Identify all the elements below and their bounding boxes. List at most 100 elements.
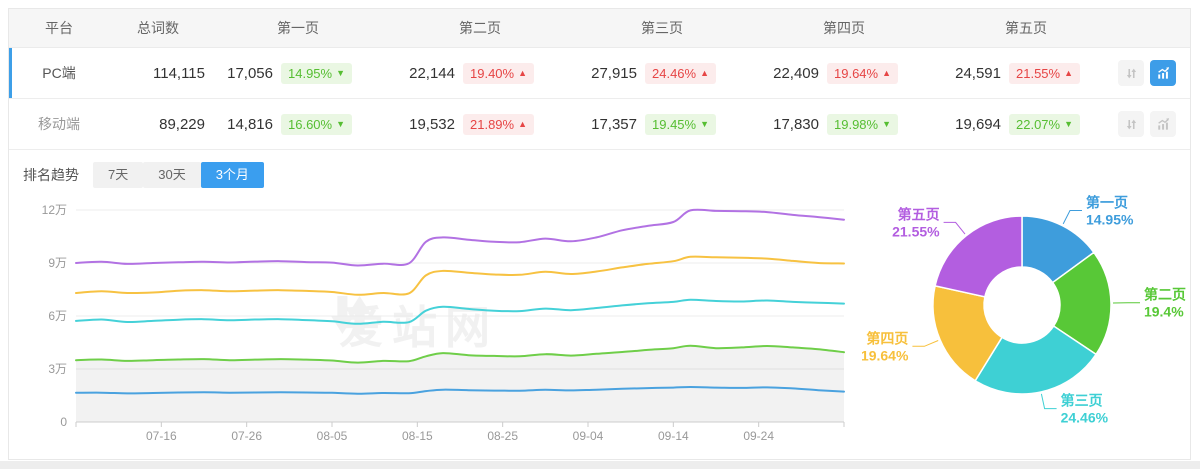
trend-section-title: 排名趋势: [23, 167, 79, 184]
page-1-cell: 14,816 16.60% ▼: [207, 113, 389, 135]
page-count-value: 14,816: [227, 115, 273, 133]
page-2-cell: 19,532 21.89% ▲: [389, 113, 571, 135]
donut-callout-line-page-1: [1062, 210, 1082, 225]
donut-label-page-1: 第一页: [1086, 194, 1128, 210]
page-5-cell: 24,591 21.55% ▲: [935, 62, 1117, 84]
chart-toggle-icon[interactable]: [1150, 111, 1176, 137]
table-row-mobile[interactable]: 移动端 89,229 14,816 16.60% ▼ 19,532 21.89% ▲ 17,35…: [9, 99, 1190, 150]
page-count-value: 24,591: [955, 64, 1001, 82]
page-count-value: 22,409: [773, 64, 819, 82]
y-axis-label: 6万: [48, 309, 67, 323]
trend-percent: 19.64%: [834, 65, 879, 81]
tab-3-months[interactable]: 3个月: [200, 162, 264, 189]
bottom-divider: [0, 461, 1200, 469]
page-count-value: 17,830: [773, 115, 819, 133]
keyword-rank-panel: 平台 总词数 第一页 第二页 第三页 第四页 第五页 PC端 114,115 17,056 14.…: [8, 8, 1191, 460]
area-fill-page-2: [76, 345, 844, 422]
x-axis-label: 08-15: [402, 429, 433, 443]
trend-badge: 21.55% ▲: [1009, 62, 1081, 84]
column-header-1: 平台: [45, 20, 73, 36]
trend-percent: 19.98%: [834, 116, 879, 132]
column-header-3: 第一页: [277, 20, 319, 36]
donut-label-page-2: 第二页: [1144, 287, 1186, 303]
chart-toggle-icon[interactable]: [1150, 60, 1176, 86]
trend-line-chart-svg: 0 3万 6万 9万 12万 07-16 07-26 08-05 08-15 08-25 09-04…: [42, 203, 845, 443]
donut-slice-page-3[interactable]: [974, 325, 1098, 395]
trend-percent: 19.45%: [652, 116, 697, 132]
page-count-value: 22,144: [409, 64, 455, 82]
trend-percent: 16.60%: [288, 116, 333, 132]
x-axis-label: 08-05: [317, 429, 348, 443]
trend-badge: 21.89% ▲: [463, 113, 535, 135]
row-actions: [1117, 60, 1190, 86]
trend-badge: 14.95% ▼: [281, 62, 353, 84]
table-body: PC端 114,115 17,056 14.95% ▼ 22,144 19.40% ▲ 27,9…: [9, 48, 1190, 150]
donut-percent-page-3: 24.46%: [1061, 410, 1109, 426]
page-1-cell: 17,056 14.95% ▼: [207, 62, 389, 84]
table-header: 平台 总词数 第一页 第二页 第三页 第四页 第五页: [9, 9, 1190, 48]
trend-badge: 19.40% ▲: [463, 62, 535, 84]
column-header-7: 第五页: [1005, 20, 1047, 36]
total-words-value: 114,115: [153, 64, 205, 82]
page-distribution-donut: 第一页 14.95% 第二页 19.4% 第三页 24.46% 第四页 19.64% 第五页 21…: [861, 180, 1190, 440]
row-actions: [1117, 111, 1190, 137]
page-4-cell: 17,830 19.98% ▼: [753, 113, 935, 135]
donut-percent-page-5: 21.55%: [892, 223, 940, 239]
x-axis-label: 09-14: [658, 429, 689, 443]
x-axis-label: 09-04: [573, 429, 604, 443]
trend-badge: 22.07% ▼: [1009, 113, 1081, 135]
donut-callout-line-page-3: [1040, 393, 1057, 410]
arrow-up-icon: ▲: [1064, 67, 1074, 78]
trend-line-page-3: [75, 298, 845, 325]
page-5-cell: 19,694 22.07% ▼: [935, 113, 1117, 135]
rank-table: 平台 总词数 第一页 第二页 第三页 第四页 第五页 PC端 114,115 17,056 14.…: [9, 9, 1190, 150]
arrow-up-icon: ▲: [700, 67, 710, 78]
arrow-down-icon: ▼: [336, 118, 346, 129]
sort-icon[interactable]: [1118, 111, 1144, 137]
trend-line-page-1: [75, 385, 845, 395]
tab-7-days[interactable]: 7天: [93, 162, 144, 189]
tab-30-days[interactable]: 30天: [143, 162, 201, 189]
platform-label: PC端: [42, 65, 76, 81]
column-header-2: 总词数: [137, 20, 179, 36]
trend-percent: 21.89%: [470, 116, 515, 132]
y-axis-label: 12万: [42, 203, 67, 217]
trend-percent: 14.95%: [288, 65, 333, 81]
donut-label-page-3: 第三页: [1061, 393, 1103, 409]
trend-percent: 24.46%: [652, 65, 697, 81]
trend-percent: 19.40%: [470, 65, 515, 81]
page-count-value: 17,056: [227, 64, 273, 82]
y-axis-label: 3万: [48, 362, 67, 376]
trend-badge: 16.60% ▼: [281, 113, 353, 135]
trend-badge: 19.98% ▼: [827, 113, 899, 135]
donut-percent-page-4: 19.64%: [862, 347, 909, 363]
page-count-value: 19,694: [955, 115, 1001, 133]
arrow-down-icon: ▼: [336, 67, 346, 78]
page-3-cell: 17,357 19.45% ▼: [571, 113, 753, 135]
donut-percent-page-1: 14.95%: [1086, 211, 1134, 227]
donut-slice-page-5[interactable]: [934, 215, 1023, 298]
trend-tabs: 7天 30天 3个月: [93, 162, 264, 189]
y-axis-label: 0: [60, 415, 67, 429]
platform-label: 移动端: [38, 116, 80, 132]
trend-toolbar: 排名趋势 7天 30天 3个月: [23, 162, 1190, 189]
x-axis-label: 07-16: [146, 429, 177, 443]
arrow-down-icon: ▼: [882, 118, 892, 129]
sort-icon[interactable]: [1118, 60, 1144, 86]
trend-badge: 19.45% ▼: [645, 113, 717, 135]
watermark: 爱站网: [327, 291, 498, 356]
x-axis-label: 09-24: [743, 429, 774, 443]
page-count-value: 17,357: [591, 115, 637, 133]
table-row-pc[interactable]: PC端 114,115 17,056 14.95% ▼ 22,144 19.40% ▲ 27,9…: [9, 48, 1190, 99]
donut-label-page-4: 第四页: [866, 330, 908, 346]
column-header-6: 第四页: [823, 20, 865, 36]
trend-badge: 24.46% ▲: [645, 62, 717, 84]
x-axis-label: 08-25: [487, 429, 518, 443]
trend-line-page-5: [75, 208, 845, 267]
arrow-up-icon: ▲: [518, 67, 528, 78]
page-count-value: 19,532: [409, 115, 455, 133]
trend-line-page-2: [75, 344, 845, 364]
trend-percent: 22.07%: [1016, 116, 1061, 132]
